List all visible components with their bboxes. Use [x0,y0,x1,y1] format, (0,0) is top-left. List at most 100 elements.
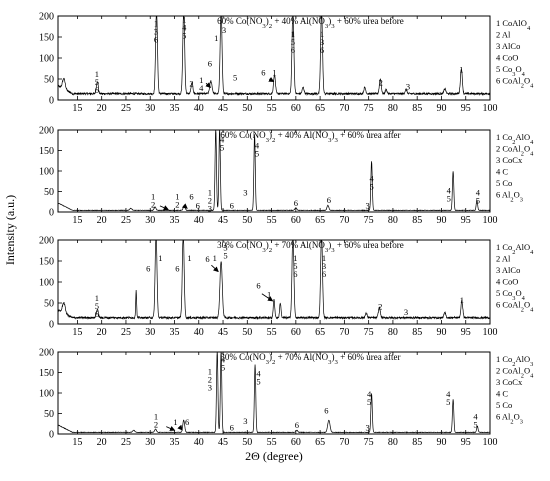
peak-annotation: 1 [158,253,162,263]
peak-annotation-digit: 6 [95,309,99,319]
peak-annotation-digit: 3 [243,416,247,426]
legend-entry: 5 Co3O4 [496,64,526,78]
plot-frame [57,15,491,101]
x-tick-label: 15 [72,215,82,226]
xrd-panel-2: 15 20 25 30 35 40 45 50 55 60 65 70 75 80 85 90 95 100050… [39,126,534,227]
peak-annotation: 136 [154,19,158,45]
x-tick-label: 40 [194,215,204,226]
x-tick-label: 50 [242,215,252,226]
x-tick-label: 45 [218,437,228,448]
legend-entry: 2 CoAl2O4 [496,366,534,380]
x-tick-label: 30 [145,327,155,338]
x-tick-label: 20 [97,103,107,114]
peak-annotation: 45 [256,369,261,387]
peak-annotation: 6 [261,68,265,78]
peak-annotation-digit: 1 [173,417,177,427]
peak-annotation-digit: 1 [214,33,218,43]
legend-entry: 4 C [496,167,508,177]
x-tick-label: 35 [169,103,179,114]
peak-annotation-digit: 6 [322,269,326,279]
peak-annotation: 6 [230,423,234,433]
peak-annotation-digit: 1 [158,253,162,263]
peak-annotation-digit: 4 [367,389,372,399]
peak-annotation: 1 [460,295,464,305]
xrd-trace [58,130,490,212]
peak-annotation-digit: 1 [154,19,158,29]
peak-annotation: 1 [459,65,463,75]
panel-title: 60% Co(NO3)2 + 40% Al(NO3)3 + 60% urea a… [220,130,400,144]
peak-annotation: 14 [199,75,204,93]
peak-annotation-digit: 1 [208,188,212,198]
peak-annotation-digit: 1 [291,29,295,39]
y-tick-label: 100 [39,167,54,178]
peak-annotation-digit: 2 [208,375,212,385]
peak-annotation: 123 [208,367,212,393]
x-tick-label: 20 [97,215,107,226]
legend-entry: 6 Al2O3 [496,412,523,426]
peak-annotation-digit: 5 [473,420,477,430]
peak-annotation-digit: 1 [182,14,186,24]
peak-annotation-digit: 3 [154,27,158,37]
x-tick-label: 60 [291,327,301,338]
peak-annotation: 5 [233,72,237,82]
x-tick-label: 65 [315,327,325,338]
y-tick-label: 0 [49,208,54,219]
peak-annotation-digit: 1 [95,293,99,303]
y-tick-label: 0 [49,320,54,331]
x-tick-label: 45 [218,215,228,226]
peak-annotation: 136 [322,253,326,279]
x-tick-label: 90 [436,437,446,448]
peak-annotation-digit: 2 [378,301,382,311]
peak-annotation: 35 [223,243,227,261]
peak-annotation-digit: 6 [205,254,209,264]
y-tick-label: 150 [39,368,54,379]
peak-annotation-digit: 2 [151,200,155,210]
x-tick-label: 40 [194,437,204,448]
peak-annotation-digit: 5 [367,397,371,407]
x-tick-label: 30 [145,437,155,448]
peak-annotation: 45 [367,389,372,407]
x-tick-label: 75 [364,437,374,448]
x-tick-label: 70 [339,103,349,114]
peak-annotation-digit: 2 [189,79,193,89]
peak-annotation-digit: 5 [223,251,227,261]
peak-annotation: 1 [214,33,218,43]
peak-annotation-digit: 1 [175,192,179,202]
peak-annotation-digit: 5 [95,77,99,87]
x-tick-label: 60 [291,103,301,114]
peak-annotation-digit: 1 [95,69,99,79]
legend-entry: 4 C [496,389,508,399]
legend-entry: 5 Co [496,178,512,188]
peak-annotation-digit: 6 [295,420,299,430]
legend-entry: 2 CoAl2O4 [496,144,534,158]
xrd-trace [58,240,490,320]
peak-annotation-digit: 1 [459,65,463,75]
peak-annotation-digit: 3 [243,188,247,198]
x-tick-label: 100 [483,215,498,226]
x-tick-label: 50 [242,437,252,448]
peak-annotation: 2 [378,301,382,311]
peak-annotation-digit: 4 [476,188,481,198]
peak-annotation-digit: 1 [320,29,324,39]
peak-annotation: 6 [230,201,234,211]
peak-annotation: 3 [222,25,226,35]
x-tick-label: 80 [388,103,398,114]
xrd-trace [58,16,490,96]
y-tick-label: 200 [39,348,54,359]
peak-annotation-digit: 2 [208,196,212,206]
legend-entry: 1 Co2AlO4 [496,242,534,256]
peak-annotation: 6 [175,264,179,274]
peak-annotation-digit: 5 [182,30,186,40]
peak-annotation: 3 [366,423,370,433]
xrd-panel-3: 15 20 25 30 35 40 45 50 55 60 65 70 75 80 85 90 95 100050… [39,236,534,339]
peak-annotation-digit: 5 [256,377,260,387]
x-tick-label: 50 [242,103,252,114]
x-tick-label: 95 [461,103,471,114]
peak-annotation: 3 [406,82,410,92]
peak-annotation-digit: 5 [220,142,224,152]
peak-annotation-digit: 1 [267,290,271,300]
peak-annotation-digit: 6 [175,264,179,274]
peak-annotation-digit: 5 [293,261,297,271]
plot-frame [57,239,491,325]
y-tick-label: 100 [39,54,54,65]
